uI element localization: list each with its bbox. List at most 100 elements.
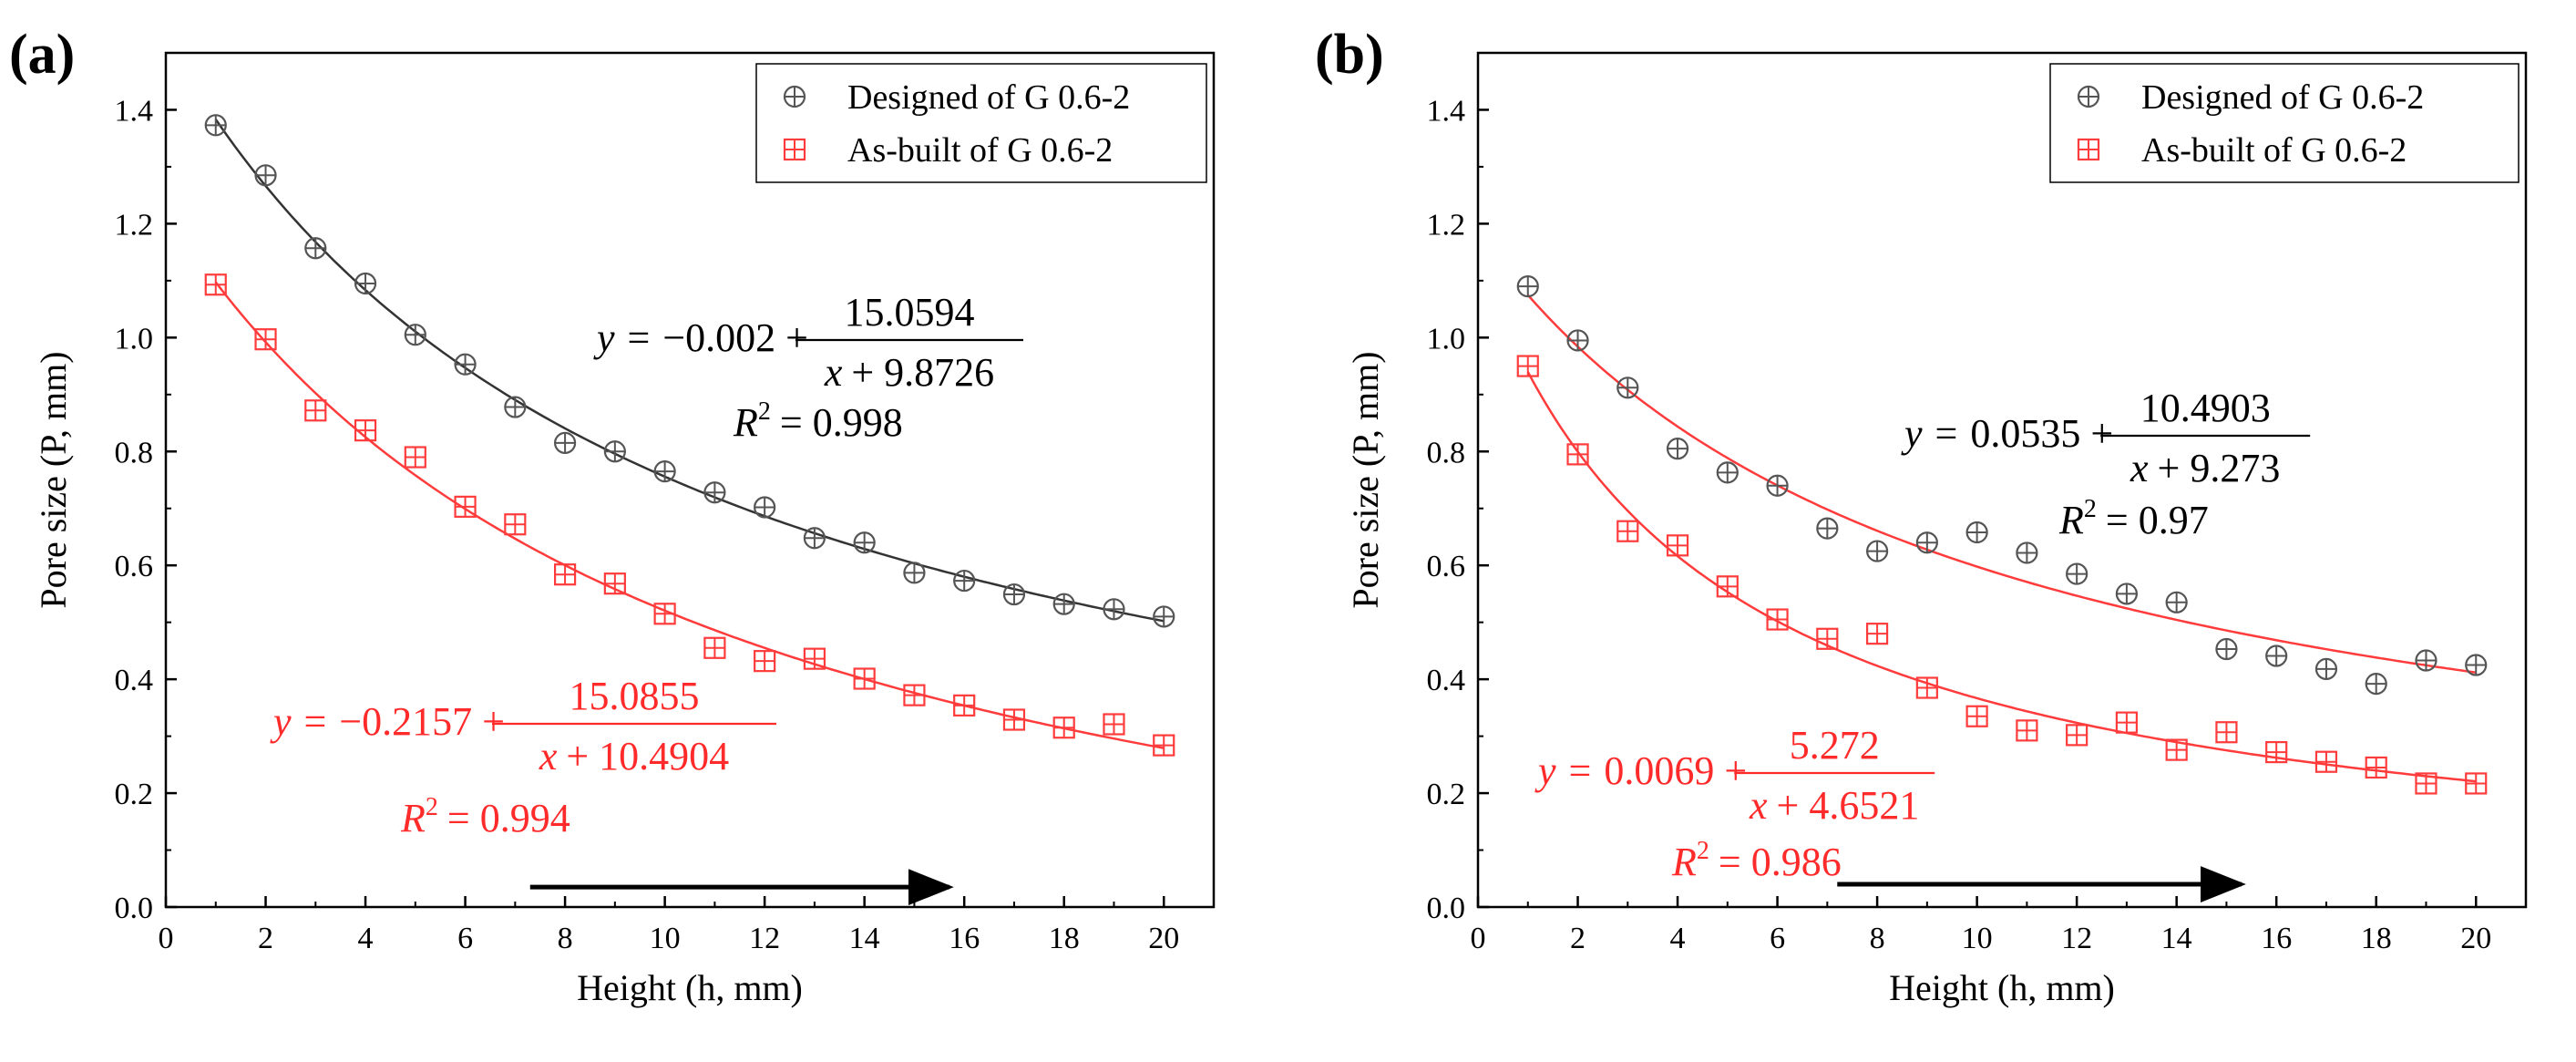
data-point-s1 — [354, 419, 377, 442]
x-tick-label: 8 — [1870, 922, 1885, 955]
data-point-s0 — [2465, 654, 2488, 676]
x-tick-label: 18 — [1049, 922, 1080, 955]
y-tick-label: 0.8 — [1427, 436, 1466, 469]
data-point-s1 — [254, 328, 277, 351]
data-point-s0 — [1865, 540, 1889, 562]
y-tick-label: 1.2 — [1427, 208, 1466, 242]
x-tick-label: 2 — [258, 922, 273, 955]
data-point-s0 — [1965, 521, 1988, 544]
equation-equals: = — [304, 699, 327, 744]
equation-r2-label: R — [1671, 840, 1697, 884]
x-tick-label: 20 — [2460, 922, 2491, 955]
legend-marker — [783, 85, 806, 108]
x-axis-title: Height (h, mm) — [577, 967, 803, 1008]
data-point-s0 — [2115, 583, 2139, 605]
y-axis-title: Pore size (P, mm) — [1345, 351, 1386, 608]
x-tick-label: 20 — [1148, 922, 1179, 955]
fit-equation-0: y = 0.0535 + 10.4903 x + 9.273 R2 = 0.97 — [1901, 386, 2311, 542]
equation-equals: = — [628, 315, 651, 360]
equation-x-var: x — [824, 350, 843, 395]
data-point-s0 — [454, 353, 477, 376]
equation-prefix: −0.002 + — [662, 315, 808, 360]
equation-numerator: 5.272 — [1790, 723, 1880, 768]
data-point-s1 — [1616, 520, 1639, 542]
data-point-s0 — [2215, 637, 2238, 661]
chart-panel-a: (a) 0 2 4 6 8 10 12 14 16 18 20 0.0 0.2 0.4 0.6 0.8 1.0 1.… — [9, 24, 1216, 1008]
equation-r2-value: = 0.97 — [2106, 498, 2209, 542]
y-axis-title: Pore size (P, mm) — [33, 351, 74, 608]
equation-r2-value: = 0.986 — [1719, 840, 1842, 884]
panel-label: (a) — [9, 24, 75, 86]
legend: Designed of G 0.6-2 As-built of G 0.6-2 — [2049, 63, 2520, 183]
data-point-s1 — [1002, 708, 1026, 731]
data-point-s1 — [1965, 705, 1988, 727]
y-tick-label: 1.0 — [115, 322, 154, 356]
equation-denominator: x + 9.273 — [2130, 446, 2280, 490]
data-point-s1 — [404, 446, 426, 469]
legend-label: Designed of G 0.6-2 — [2141, 78, 2424, 117]
data-point-s1 — [504, 513, 527, 536]
data-point-s1 — [1103, 713, 1125, 736]
data-point-s1 — [2465, 772, 2488, 795]
equation-r2: R2 = 0.986 — [1671, 837, 1842, 884]
x-tick-label: 6 — [1770, 922, 1785, 955]
data-point-s0 — [2066, 562, 2089, 585]
data-point-s0 — [2016, 541, 2038, 564]
data-point-s0 — [2165, 591, 2188, 613]
y-tick-label: 1.0 — [1427, 322, 1466, 356]
equation-r2: R2 = 0.97 — [2058, 495, 2209, 542]
equation-denominator-value: + 9.8726 — [851, 350, 994, 395]
y-tick-label: 0.8 — [115, 436, 154, 469]
equation-y-var: y — [1901, 411, 1923, 456]
data-point-s1 — [454, 495, 477, 518]
legend-label: Designed of G 0.6-2 — [847, 78, 1130, 117]
data-point-s0 — [254, 164, 277, 187]
data-point-s1 — [1516, 355, 1539, 377]
data-point-s1 — [2365, 756, 2387, 779]
equation-lhs: y = −0.002 + — [593, 315, 808, 360]
data-point-s0 — [1766, 474, 1789, 497]
equation-lhs: y = 0.0069 + — [1534, 748, 1747, 793]
x-tick-label: 2 — [1570, 922, 1586, 955]
x-tick-label: 16 — [2261, 922, 2292, 955]
equation-r2-label: R — [400, 796, 426, 840]
x-tick-label: 0 — [159, 922, 174, 955]
data-point-s1 — [1865, 623, 1889, 645]
equation-denominator-value: + 4.6521 — [1777, 783, 1920, 828]
x-tick-label: 16 — [949, 922, 980, 955]
x-tick-label: 10 — [1962, 922, 1993, 955]
equation-r2-label: R — [2058, 498, 2084, 542]
y-tick-label: 1.4 — [1427, 94, 1466, 128]
data-point-s0 — [754, 496, 776, 519]
equation-r2-value: = 0.994 — [447, 796, 570, 840]
fit-curve-0 — [214, 119, 1165, 623]
data-point-s0 — [1915, 531, 1938, 554]
data-point-s1 — [2265, 740, 2288, 764]
data-point-s1 — [2066, 724, 2089, 747]
data-point-s0 — [2415, 649, 2437, 672]
x-tick-label: 12 — [749, 922, 780, 955]
data-point-s1 — [2115, 711, 2139, 734]
equation-lhs: y = −0.2157 + — [270, 699, 505, 744]
data-point-s0 — [2265, 644, 2288, 667]
data-point-s1 — [2415, 772, 2437, 795]
equation-prefix: 0.0069 + — [1604, 748, 1747, 793]
data-point-s0 — [853, 531, 876, 554]
data-point-s0 — [803, 527, 826, 550]
equation-r2-sup: 2 — [426, 793, 438, 821]
equation-denominator: x + 10.4904 — [539, 734, 729, 778]
fit-equation-1: y = −0.2157 + 15.0855 x + 10.4904 R2 = 0.994 — [270, 674, 776, 840]
x-axis-title: Height (h, mm) — [1889, 967, 2115, 1008]
data-point-s1 — [903, 684, 926, 706]
data-point-s1 — [653, 603, 676, 625]
data-point-s1 — [1766, 608, 1789, 631]
data-point-s0 — [354, 272, 377, 295]
data-point-s0 — [1816, 517, 1839, 540]
data-point-s0 — [1002, 583, 1026, 606]
data-point-s1 — [553, 563, 577, 586]
legend-marker — [2077, 138, 2100, 161]
equation-y-var: y — [593, 315, 615, 360]
equation-denominator: x + 9.8726 — [824, 350, 994, 395]
